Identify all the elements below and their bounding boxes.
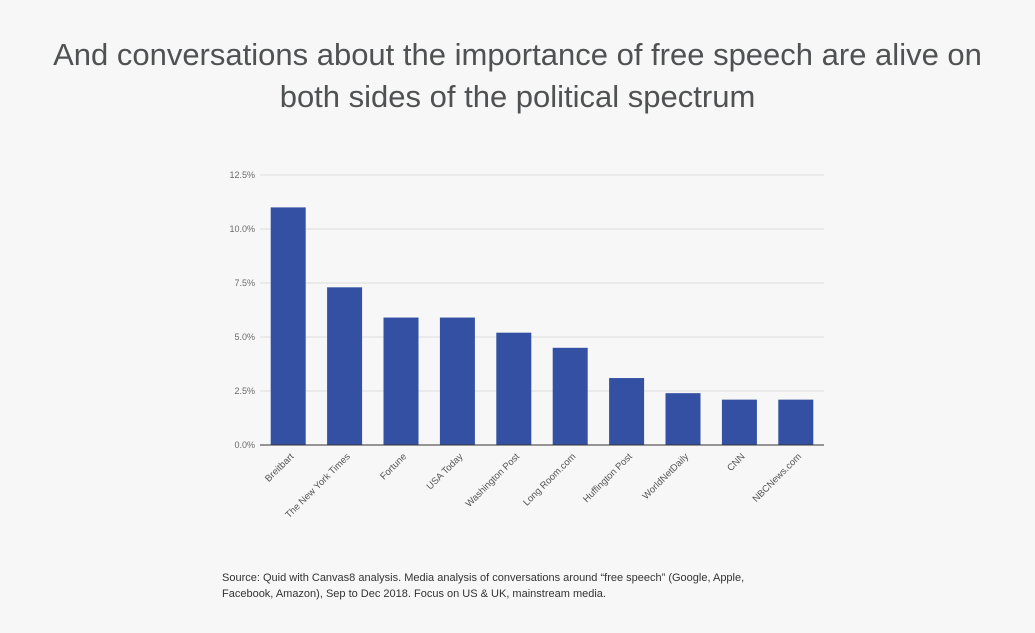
bar <box>665 393 701 445</box>
source-note-line-2: Facebook, Amazon), Sep to Dec 2018. Focu… <box>222 588 606 600</box>
x-tick-label: CNN <box>725 451 747 473</box>
x-tick-label: Long Room.com <box>521 451 578 508</box>
y-tick-label: 5.0% <box>234 332 255 342</box>
bar <box>552 347 588 445</box>
bar <box>439 317 475 445</box>
bar <box>609 378 645 445</box>
x-tick-label: Washington Post <box>464 451 523 510</box>
x-tick-label: USA Today <box>425 451 466 492</box>
x-tick-label: Breitbart <box>263 451 296 484</box>
chart-title-line-2: both sides of the political spectrum <box>279 79 756 114</box>
bar <box>496 332 532 445</box>
x-tick-label: NBCNews.com <box>751 451 804 504</box>
y-tick-label: 7.5% <box>234 278 255 288</box>
bar <box>383 317 419 445</box>
y-tick-label: 12.5% <box>229 170 255 180</box>
y-tick-label: 10.0% <box>229 224 255 234</box>
bar <box>721 399 757 445</box>
y-tick-label: 0.0% <box>234 440 255 450</box>
bar <box>778 399 814 445</box>
chart-title: And conversations about the importance o… <box>0 34 1035 118</box>
x-tick-label: WorldNetDaily <box>641 451 692 502</box>
y-tick-label: 2.5% <box>234 386 255 396</box>
source-note-line-1: Source: Quid with Canvas8 analysis. Medi… <box>222 572 745 584</box>
x-tick-label: Huffington Post <box>581 451 635 505</box>
x-tick-label: Fortune <box>378 451 409 482</box>
source-note: Source: Quid with Canvas8 analysis. Medi… <box>222 570 782 602</box>
bar <box>270 207 306 445</box>
chart-title-line-1: And conversations about the importance o… <box>53 37 982 72</box>
bar <box>327 287 363 445</box>
